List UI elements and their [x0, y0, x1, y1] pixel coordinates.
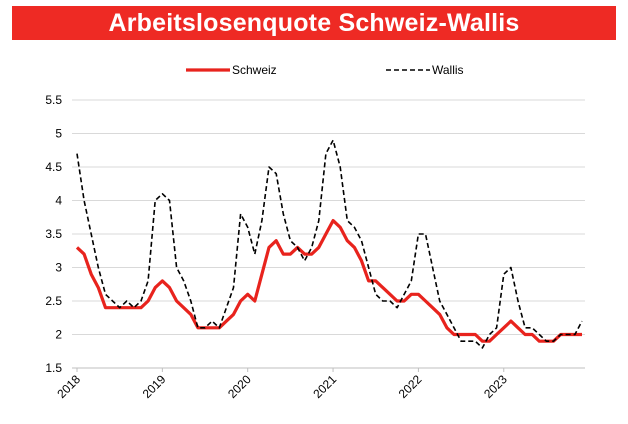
legend-label-wallis: Wallis [432, 63, 464, 77]
legend-label-schweiz: Schweiz [232, 63, 277, 77]
series-line-wallis [76, 139, 583, 349]
chart-title: Arbeitslosenquote Schweiz-Wallis [108, 8, 520, 37]
y-tick-label: 3 [55, 261, 62, 275]
y-tick-label: 4.5 [45, 160, 62, 174]
x-tick-label: 2023 [481, 372, 510, 401]
series-line-schweiz [75, 219, 582, 343]
y-tick-label: 5.5 [45, 93, 62, 107]
x-tick-label: 2020 [225, 372, 254, 401]
y-axis-tick-labels: 1.5 2 2.5 3 3.5 4 4.5 5 5.5 [45, 93, 62, 375]
legend: Schweiz Wallis [186, 63, 464, 77]
x-tick-label: 2021 [310, 372, 339, 401]
y-tick-label: 1.5 [45, 361, 62, 375]
y-tick-label: 2.5 [45, 294, 62, 308]
y-tick-label: 4 [55, 194, 62, 208]
title-bar: Arbeitslosenquote Schweiz-Wallis [12, 6, 616, 40]
x-tick-label: 2018 [54, 372, 83, 401]
y-tick-label: 5 [55, 127, 62, 141]
x-axis: 2018 2019 2020 2021 2022 2023 [54, 367, 585, 401]
y-tick-label: 3.5 [45, 227, 62, 241]
y-tick-label: 2 [55, 328, 62, 342]
x-tick-label: 2022 [396, 372, 425, 401]
series-lines [75, 139, 583, 349]
x-tick-label: 2019 [140, 372, 169, 401]
gridlines [72, 99, 585, 369]
